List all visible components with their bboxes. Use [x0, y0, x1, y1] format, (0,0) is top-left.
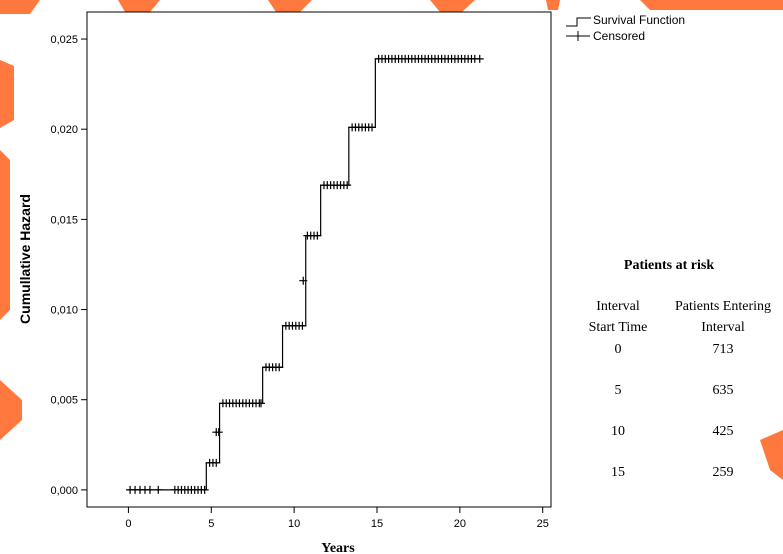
x-tick-label-5: 25 — [537, 518, 549, 530]
y-tick-label-3: 0,015 — [50, 214, 78, 226]
header-patients-entering-interval: Patients Entering Interval — [663, 296, 783, 338]
x-tick-label-1: 5 — [208, 518, 214, 530]
censor-mark-15 — [200, 485, 209, 494]
y-tick-label-5: 0,025 — [50, 34, 78, 46]
decor-shape-top-right — [640, 0, 783, 10]
legend-survival-function-swatch — [566, 17, 591, 27]
decor-shape-top-left — [0, 0, 40, 14]
censor-mark-44 — [298, 321, 307, 330]
x-tick-label-0: 0 — [125, 518, 131, 530]
censor-mark-64 — [368, 123, 377, 132]
x-tick-label-2: 10 — [288, 518, 300, 530]
table-row-0-entering: 713 — [712, 342, 734, 357]
y-tick-label-2: 0,010 — [50, 305, 78, 317]
header-col2-line1: Patients Entering — [674, 299, 772, 314]
censor-mark-33 — [257, 399, 265, 408]
x-axis-label: Years — [321, 541, 355, 554]
censor-mark-95 — [475, 54, 484, 63]
risk-table-title: Patients at risk — [623, 258, 715, 273]
y-tick-label-4: 0,020 — [50, 124, 78, 136]
header-col1-line1: Interval — [596, 299, 640, 314]
censor-mark-57 — [343, 181, 352, 190]
y-axis-label: Cumullative Hazard — [17, 194, 33, 324]
table-row-0-start: 0 — [614, 342, 622, 357]
legend-censored-label: Censored — [593, 29, 645, 43]
censor-mark-18 — [212, 458, 221, 467]
header-col2-line2: Interval — [701, 320, 745, 335]
x-axis: 0 5 10 15 20 25 — [125, 507, 549, 530]
table-row-2-entering: 425 — [712, 424, 734, 439]
plot-frame — [86, 11, 552, 508]
censor-mark-20 — [214, 428, 223, 437]
censor-mark-5 — [154, 485, 163, 494]
table-row-2-start: 10 — [611, 424, 625, 439]
y-axis: 0,000 0,005 0,010 0,015 0,020 0,025 — [50, 34, 87, 497]
censor-mark-4 — [145, 485, 154, 494]
decor-shape-right — [760, 430, 783, 480]
y-tick-label-0: 0,000 — [50, 485, 78, 497]
censor-marks — [126, 54, 484, 494]
y-tick-label-1: 0,005 — [50, 395, 78, 407]
decor-shape-left-3 — [0, 380, 22, 440]
decor-shape-left-1 — [0, 60, 14, 128]
legend-survival-function-label: Survival Function — [593, 13, 685, 27]
decor-shape-top-3 — [430, 0, 475, 12]
table-row-3-entering: 259 — [712, 465, 734, 480]
table-row-1-start: 5 — [614, 383, 622, 398]
decor-shape-top-2 — [268, 0, 312, 12]
table-row-3-start: 15 — [611, 465, 625, 480]
legend: Survival Function Censored — [566, 13, 685, 43]
x-tick-label-3: 15 — [371, 518, 383, 530]
censor-mark-38 — [275, 363, 284, 372]
decor-shape-top-1 — [118, 0, 160, 12]
header-interval-start-time: Interval Start Time — [577, 296, 659, 338]
table-row-1-entering: 635 — [712, 383, 734, 398]
header-col1-line2: Start Time — [588, 320, 648, 335]
censor-mark-45 — [299, 276, 308, 285]
decor-shape-top-4 — [546, 0, 560, 10]
decor-shape-left-2 — [0, 150, 10, 320]
censor-mark-49 — [313, 231, 322, 240]
x-tick-label-4: 20 — [454, 518, 466, 530]
